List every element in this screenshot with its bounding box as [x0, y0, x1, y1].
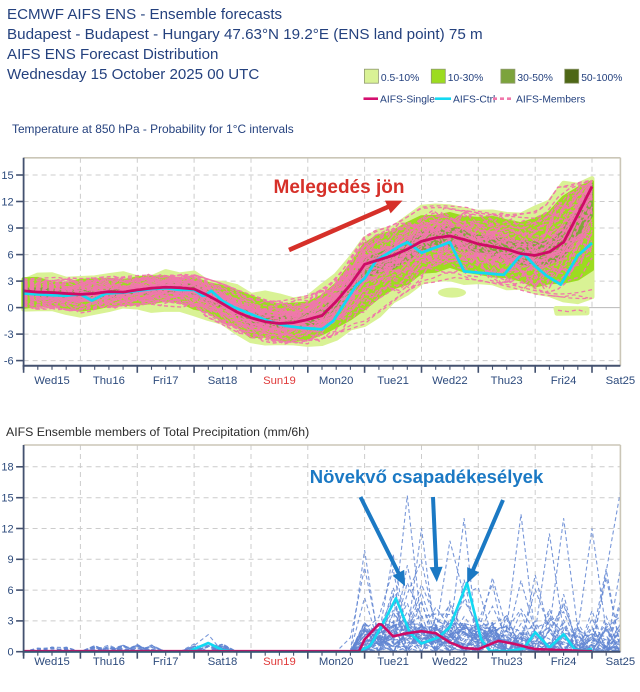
svg-text:Sun19: Sun19: [263, 656, 296, 668]
svg-text:Fri17: Fri17: [153, 656, 179, 668]
svg-text:0.5-10%: 0.5-10%: [381, 73, 419, 84]
svg-text:Sun19: Sun19: [263, 375, 296, 387]
svg-text:0: 0: [7, 647, 13, 659]
svg-text:30-50%: 30-50%: [517, 73, 553, 84]
svg-text:AIFS-Single: AIFS-Single: [380, 95, 435, 106]
svg-text:6: 6: [7, 585, 13, 597]
svg-text:Thu23: Thu23: [491, 656, 523, 668]
svg-text:Wednesday 15 October 2025 00 U: Wednesday 15 October 2025 00 UTC: [7, 66, 259, 83]
svg-text:AIFS ENS Forecast Distribution: AIFS ENS Forecast Distribution: [7, 46, 218, 63]
svg-text:50-100%: 50-100%: [581, 73, 622, 84]
svg-text:Sat18: Sat18: [208, 656, 238, 668]
svg-text:Tue21: Tue21: [377, 656, 409, 668]
svg-text:-6: -6: [4, 355, 14, 367]
svg-text:Wed15: Wed15: [34, 656, 70, 668]
svg-text:6: 6: [7, 249, 13, 261]
svg-text:Melegedés jön: Melegedés jön: [274, 177, 405, 198]
svg-text:Fri24: Fri24: [551, 656, 577, 668]
svg-text:12: 12: [1, 523, 13, 535]
svg-text:Fri17: Fri17: [153, 375, 179, 387]
svg-text:ECMWF AIFS ENS - Ensemble fore: ECMWF AIFS ENS - Ensemble forecasts: [7, 6, 282, 23]
svg-text:AIFS-Ctrl: AIFS-Ctrl: [453, 95, 495, 106]
svg-text:AIFS Ensemble members of Total: AIFS Ensemble members of Total Precipita…: [6, 425, 309, 439]
svg-text:12: 12: [1, 196, 13, 208]
svg-text:9: 9: [7, 223, 13, 235]
svg-text:18: 18: [1, 462, 13, 474]
svg-text:Thu16: Thu16: [93, 656, 125, 668]
svg-text:Thu23: Thu23: [491, 375, 523, 387]
svg-text:Növekvő csapadékesélyek: Növekvő csapadékesélyek: [310, 466, 544, 487]
svg-text:Mon20: Mon20: [319, 375, 354, 387]
svg-text:3: 3: [7, 616, 13, 628]
svg-text:15: 15: [1, 170, 13, 182]
svg-text:Sat25: Sat25: [606, 375, 636, 387]
svg-text:Temperature at 850 hPa - Proba: Temperature at 850 hPa - Probability for…: [12, 122, 294, 136]
svg-text:10-30%: 10-30%: [448, 73, 484, 84]
svg-text:3: 3: [7, 276, 13, 288]
svg-text:Sat18: Sat18: [208, 375, 238, 387]
svg-text:-3: -3: [4, 329, 14, 341]
svg-text:AIFS-Members: AIFS-Members: [516, 95, 585, 106]
svg-text:15: 15: [1, 493, 13, 505]
svg-text:Fri24: Fri24: [551, 375, 577, 387]
svg-text:Budapest - Budapest - Hungary: Budapest - Budapest - Hungary 47.63°N 19…: [7, 26, 483, 43]
svg-text:Mon20: Mon20: [319, 656, 354, 668]
svg-text:Wed22: Wed22: [432, 375, 468, 387]
svg-text:Wed15: Wed15: [34, 375, 70, 387]
svg-text:0: 0: [7, 302, 13, 314]
svg-text:Tue21: Tue21: [377, 375, 409, 387]
svg-text:Sat25: Sat25: [606, 656, 636, 668]
svg-text:Thu16: Thu16: [93, 375, 125, 387]
svg-text:9: 9: [7, 554, 13, 566]
svg-text:Wed22: Wed22: [432, 656, 468, 668]
